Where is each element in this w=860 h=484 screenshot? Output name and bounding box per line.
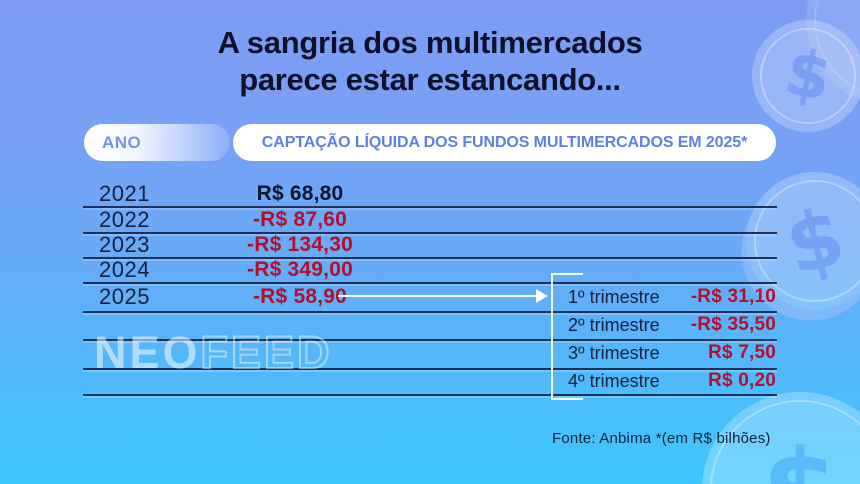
table-row-value: -R$ 134,30 bbox=[247, 233, 353, 256]
row-divider bbox=[83, 368, 777, 370]
table-row-year: 2025 bbox=[99, 284, 150, 309]
row-divider bbox=[83, 282, 777, 284]
quarter-value: R$ 0,20 bbox=[708, 370, 776, 391]
table-row-value: -R$ 87,60 bbox=[252, 208, 348, 231]
quarter-label: 3º trimestre bbox=[568, 343, 660, 363]
arrow-line bbox=[338, 295, 538, 297]
row-divider bbox=[83, 206, 777, 208]
dollar-sign-icon: $ bbox=[776, 189, 854, 293]
watermark-bold-part: NEO bbox=[94, 327, 201, 378]
value-column-header: CAPTAÇÃO LÍQUIDA DOS FUNDOS MULTIMERCADO… bbox=[233, 124, 776, 161]
row-divider bbox=[83, 339, 777, 341]
watermark-outline-part: FEED bbox=[200, 327, 333, 378]
arrow-right-icon bbox=[536, 289, 548, 303]
table-row-value: -R$ 58,90 bbox=[252, 285, 348, 308]
quarter-label: 1º trimestre bbox=[568, 287, 660, 307]
table-row-year: 2024 bbox=[99, 257, 150, 282]
quarter-value: R$ 7,50 bbox=[708, 342, 776, 363]
table-row-year: 2022 bbox=[99, 207, 150, 232]
table-row-year: 2021 bbox=[99, 181, 150, 206]
quarter-label: 2º trimestre bbox=[568, 315, 660, 335]
quarter-label: 4º trimestre bbox=[568, 371, 660, 391]
dollar-sign-icon: $ bbox=[762, 426, 839, 484]
title-line-1: A sangria dos multimercados bbox=[217, 25, 643, 60]
source-footnote: Fonte: Anbima *(em R$ bilhões) bbox=[552, 430, 771, 447]
table-row-value: -R$ 349,00 bbox=[247, 258, 353, 281]
year-column-header: ANO bbox=[84, 124, 230, 161]
quarter-value: -R$ 31,10 bbox=[690, 286, 776, 307]
row-divider bbox=[83, 311, 777, 313]
row-divider bbox=[83, 257, 777, 259]
row-divider bbox=[83, 232, 777, 234]
quarter-bracket bbox=[551, 273, 583, 400]
page-title: A sangria dos multimercados parece estar… bbox=[0, 24, 860, 98]
title-line-2: parece estar estancando... bbox=[239, 62, 621, 97]
neofeed-watermark: NEOFEED bbox=[94, 327, 333, 378]
table-row-year: 2023 bbox=[99, 232, 150, 257]
row-divider bbox=[83, 394, 777, 396]
table-row-value: R$ 68,80 bbox=[256, 182, 344, 205]
quarter-value: -R$ 35,50 bbox=[690, 314, 776, 335]
